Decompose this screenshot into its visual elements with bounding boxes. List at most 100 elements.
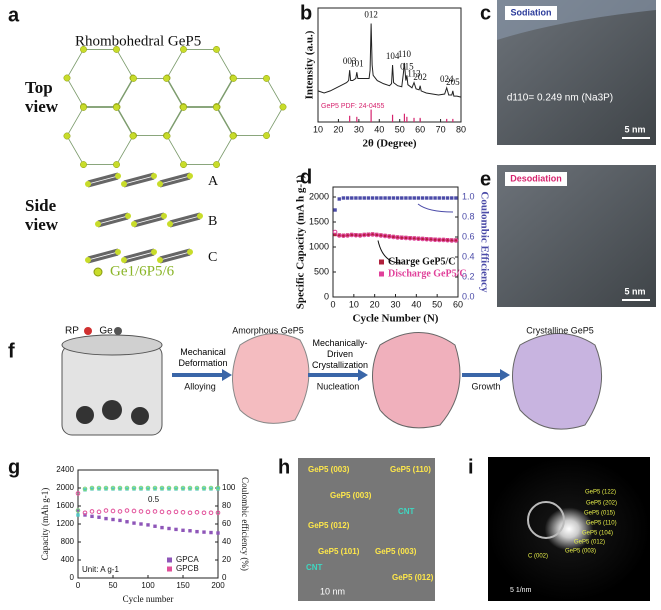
legend-swatch xyxy=(167,557,172,563)
data-point xyxy=(96,485,102,491)
atom xyxy=(229,132,237,140)
diffraction-label: GeP5 (202) xyxy=(586,501,617,507)
data-point xyxy=(412,196,416,200)
data-point xyxy=(82,486,88,492)
x-tick-label: 200 xyxy=(211,581,225,590)
data-point xyxy=(425,237,429,241)
tem-image-e xyxy=(497,165,656,307)
x-tick-label: 20 xyxy=(333,124,343,134)
atom xyxy=(213,45,220,53)
data-point xyxy=(167,487,171,491)
y2-tick-label: 1.0 xyxy=(462,191,475,201)
x-tick-label: 40 xyxy=(374,124,384,134)
data-point xyxy=(361,232,367,238)
lattice-label: GeP5 (012) xyxy=(392,573,434,582)
data-point xyxy=(202,530,206,534)
annotation: 0.5 xyxy=(148,495,160,504)
peak-label: 024 xyxy=(440,74,454,84)
data-point xyxy=(370,196,375,200)
x-tick-label: 10 xyxy=(313,124,323,134)
x-tick-label: 70 xyxy=(436,124,446,134)
data-point xyxy=(125,520,129,524)
data-point xyxy=(408,196,412,200)
step-label: Mechanical Deformation xyxy=(178,347,228,368)
data-point xyxy=(391,234,396,240)
plot-frame xyxy=(317,7,462,123)
y2-tick-label: 0.4 xyxy=(462,251,475,261)
data-point xyxy=(118,487,122,491)
data-point xyxy=(216,487,220,491)
data-point xyxy=(391,196,396,200)
scale-bar-label: 5 nm xyxy=(624,124,645,134)
layer-chain xyxy=(123,248,155,264)
saed-image-i xyxy=(488,457,650,601)
data-point xyxy=(104,487,108,491)
data-point xyxy=(374,232,380,238)
data-point xyxy=(395,235,400,240)
data-point xyxy=(166,485,172,491)
data-point xyxy=(146,523,150,527)
data-point xyxy=(420,236,425,241)
data-point xyxy=(358,233,362,237)
data-point xyxy=(407,235,413,241)
atom xyxy=(187,249,193,255)
panel-letter: d xyxy=(300,166,312,188)
data-point xyxy=(139,487,143,491)
lattice-label: CNT xyxy=(306,563,323,572)
lattice-label: GeP5 (101) xyxy=(318,547,360,556)
atom xyxy=(130,74,137,82)
y-tick-label: 400 xyxy=(61,555,75,564)
tag: Sodiation xyxy=(511,7,552,17)
data-point xyxy=(111,517,115,522)
data-point xyxy=(366,232,371,238)
peak-label: 015 xyxy=(400,61,414,71)
data-point xyxy=(152,509,158,514)
panel-letter: f xyxy=(8,340,15,362)
data-point xyxy=(166,510,172,515)
x-tick-label: 50 xyxy=(395,124,405,134)
step-text: Mechanical Deformation xyxy=(178,347,228,368)
data-point xyxy=(416,236,421,242)
panel-letter: e xyxy=(480,168,491,190)
arrow-head xyxy=(222,369,232,381)
data-point xyxy=(153,524,157,528)
tag-box xyxy=(505,172,567,186)
data-point xyxy=(132,521,136,525)
atom xyxy=(180,103,187,111)
layer-chain xyxy=(97,212,129,228)
atom xyxy=(263,74,270,82)
data-point xyxy=(391,234,396,239)
atom xyxy=(279,103,287,111)
atom xyxy=(85,257,91,263)
ge-label: Ge xyxy=(99,326,113,337)
data-point xyxy=(152,485,158,491)
data-point xyxy=(449,238,455,243)
y2-tick-label: 100 xyxy=(222,483,236,492)
diffraction-label: GeP5 (122) xyxy=(585,490,616,496)
atom xyxy=(167,221,173,227)
data-point xyxy=(358,196,362,200)
x-axis-title: Cycle Number (N) xyxy=(353,313,439,325)
data-point xyxy=(181,487,185,491)
data-point xyxy=(375,196,379,200)
data-point xyxy=(454,238,458,242)
data-point xyxy=(416,196,421,200)
data-point xyxy=(195,529,199,534)
data-point xyxy=(378,233,384,238)
data-point xyxy=(174,527,178,532)
data-point xyxy=(429,237,433,241)
annotation: Unit: A g-1 xyxy=(82,565,119,574)
y-tick-label: 1000 xyxy=(309,241,329,251)
atom xyxy=(85,181,91,187)
layer-label: A xyxy=(208,174,219,189)
data-point xyxy=(453,238,459,243)
layer-chain xyxy=(133,212,165,228)
data-point xyxy=(454,196,458,200)
data-point xyxy=(411,236,417,241)
ball xyxy=(76,406,94,424)
legend-swatch xyxy=(379,259,384,265)
data-point xyxy=(76,508,80,513)
data-point xyxy=(404,196,408,200)
data-point xyxy=(96,509,102,515)
